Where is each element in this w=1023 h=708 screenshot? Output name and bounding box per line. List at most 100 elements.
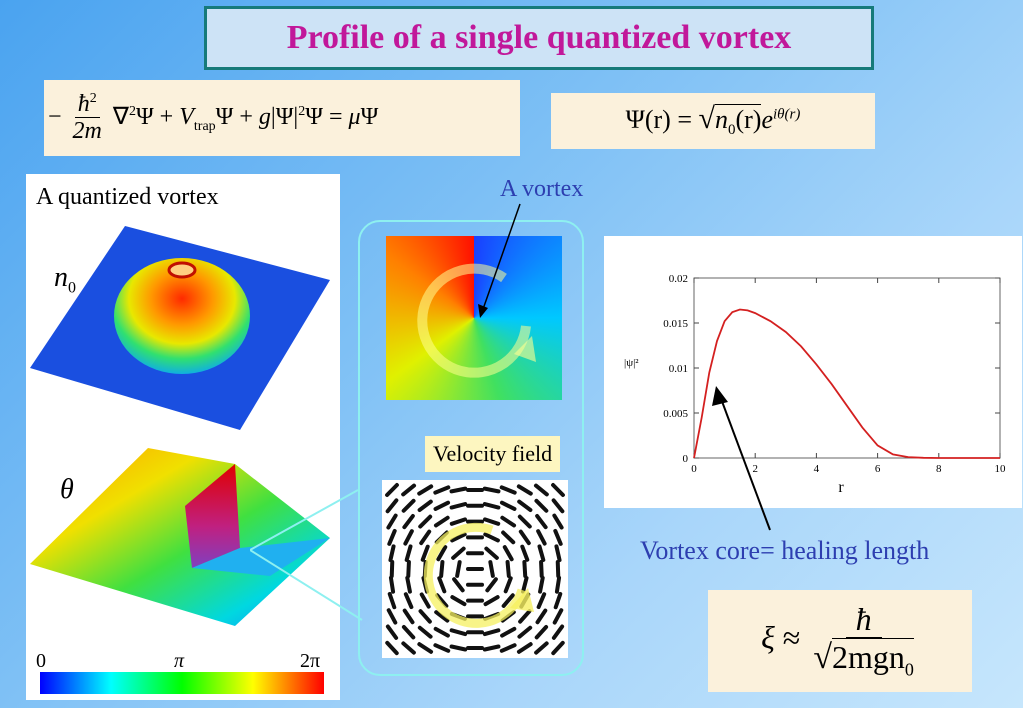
velocity-arrow bbox=[501, 530, 516, 545]
velocity-arrow bbox=[402, 608, 415, 625]
x-tick-label: 8 bbox=[936, 463, 942, 475]
center-outline bbox=[358, 220, 584, 676]
velocity-arrow bbox=[551, 624, 565, 640]
velocity-arrow bbox=[433, 626, 450, 638]
velocity-arrow bbox=[385, 640, 399, 656]
gp-equation-box: − ħ2 2m ∇2Ψ + VtrapΨ + g|Ψ|2Ψ = μΨ bbox=[44, 80, 520, 156]
velocity-arrow bbox=[501, 593, 515, 608]
velocity-arrow bbox=[434, 610, 450, 623]
velocity-arrow bbox=[417, 484, 434, 496]
velocity-arrow bbox=[517, 625, 533, 639]
velocity-arrow bbox=[534, 498, 549, 513]
velocity-arrow bbox=[499, 485, 517, 495]
chart-panel bbox=[604, 236, 1022, 508]
y-tick-label: 0.015 bbox=[663, 318, 688, 330]
velocity-arrow bbox=[386, 608, 398, 625]
velocity-arrow bbox=[389, 560, 395, 578]
velocity-arrow bbox=[554, 575, 562, 594]
velocity-arrow bbox=[406, 560, 411, 578]
velocity-arrow bbox=[419, 592, 431, 609]
velocity-arrow bbox=[449, 517, 468, 526]
velocity-arrow bbox=[537, 544, 546, 562]
velocity-arrow bbox=[436, 545, 448, 562]
x-tick-label: 0 bbox=[691, 463, 697, 475]
velocity-arrow bbox=[450, 595, 467, 607]
density-surface-plot bbox=[30, 226, 330, 430]
velocity-arrow bbox=[452, 577, 465, 593]
velocity-arrow bbox=[551, 483, 565, 497]
phase-map bbox=[386, 236, 562, 400]
y-axis-label: |ψ|² bbox=[624, 357, 639, 369]
velocity-arrow bbox=[385, 498, 399, 514]
core-pointer-arrow bbox=[712, 386, 771, 531]
velocity-arrow bbox=[482, 517, 501, 526]
velocity-arrow bbox=[482, 628, 501, 637]
density-dome bbox=[114, 258, 250, 374]
velocity-arrow bbox=[435, 593, 449, 608]
velocity-arrow bbox=[484, 546, 499, 560]
velocity-arrow bbox=[516, 642, 533, 654]
velocity-arrow bbox=[488, 560, 495, 578]
velocity-arrow bbox=[552, 608, 564, 625]
velocity-arrow bbox=[386, 513, 398, 530]
velocity-arrow bbox=[418, 609, 432, 624]
velocity-arrow bbox=[455, 560, 462, 578]
y-tick-label: 0.02 bbox=[669, 273, 688, 285]
velocity-arrow bbox=[516, 484, 533, 496]
velocity-arrow bbox=[520, 544, 530, 562]
velocity-arrow bbox=[538, 575, 545, 594]
phase-sheet bbox=[30, 448, 330, 626]
phase-jump-wall bbox=[185, 464, 240, 568]
velocity-arrow bbox=[401, 641, 416, 655]
circulation-arrow-top bbox=[417, 263, 536, 378]
velocity-arrow bbox=[482, 644, 501, 652]
velocity-arrow bbox=[439, 560, 445, 578]
velocity-arrow bbox=[553, 591, 563, 610]
velocity-arrow bbox=[451, 546, 466, 560]
density-core-hole bbox=[167, 261, 197, 279]
velocity-arrow bbox=[417, 499, 433, 513]
velocity-arrow bbox=[403, 529, 414, 546]
page-title: Profile of a single quantized vortex bbox=[286, 19, 792, 56]
velocity-arrow bbox=[449, 628, 468, 637]
velocity-arrow bbox=[419, 529, 432, 546]
velocity-arrow bbox=[521, 576, 529, 594]
velocity-arrow bbox=[534, 641, 549, 655]
velocity-arrow bbox=[500, 515, 517, 528]
velocity-arrow bbox=[505, 560, 511, 578]
velocity-arrow bbox=[433, 515, 450, 528]
velocity-arrow bbox=[533, 483, 549, 497]
phase-surface-plot bbox=[30, 448, 330, 626]
velocity-arrow bbox=[388, 575, 396, 594]
circulation-arrow-head bbox=[510, 588, 534, 612]
density-profile-line bbox=[693, 308, 1000, 459]
velocity-arrow bbox=[450, 532, 467, 543]
velocity-arrow bbox=[535, 514, 548, 530]
wavefunction-box: Ψ(r) = √n0(r)eiθ(r) bbox=[551, 93, 875, 149]
vortex-pointer-arrow bbox=[478, 203, 521, 318]
velocity-arrow bbox=[417, 642, 434, 654]
circulation-arrow-bottom bbox=[423, 522, 527, 628]
x-axis-label: r bbox=[838, 479, 844, 496]
y-tick-label: 0.01 bbox=[669, 363, 688, 375]
velocity-arrow bbox=[503, 576, 513, 594]
x-tick-label: 6 bbox=[875, 463, 881, 475]
velocity-arrow bbox=[449, 644, 468, 652]
velocity-arrow bbox=[401, 498, 416, 513]
phase-colorbar bbox=[40, 672, 324, 694]
velocity-arrow bbox=[449, 502, 468, 510]
velocity-arrow bbox=[485, 577, 498, 593]
velocity-arrow bbox=[433, 500, 451, 511]
velocity-arrow bbox=[536, 592, 547, 610]
x-tick-label: 10 bbox=[995, 463, 1007, 475]
velocity-arrow bbox=[402, 514, 415, 530]
velocity-arrow bbox=[500, 626, 517, 638]
velocity-arrow bbox=[401, 483, 417, 497]
velocity-arrow bbox=[449, 486, 468, 494]
x-tick-label: 4 bbox=[814, 463, 820, 475]
y-tick-label: 0 bbox=[683, 453, 689, 465]
velocity-arrow bbox=[401, 625, 416, 640]
gp-equation: − ħ2 2m ∇2Ψ + VtrapΨ + g|Ψ|2Ψ = μΨ bbox=[48, 90, 379, 144]
velocity-arrow bbox=[385, 624, 399, 640]
velocity-arrow bbox=[539, 560, 544, 578]
